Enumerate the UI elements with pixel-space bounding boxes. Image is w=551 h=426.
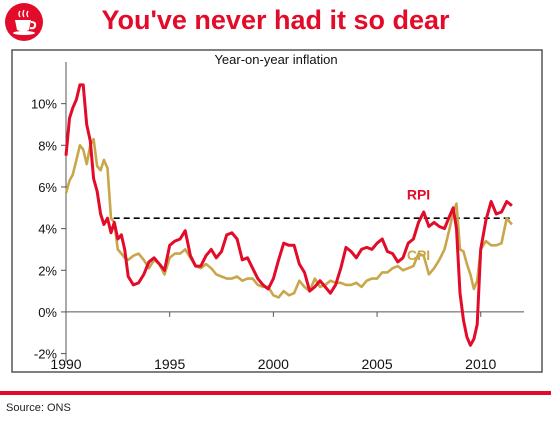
plot-frame [11,49,543,373]
inflation-chart: Year-on-year inflation -2% 0% 2% 4% 6% 8% 10% 1… [11,49,543,373]
x-tick-label: 2000 [258,356,289,372]
page-title: You've never had it so dear [101,5,450,35]
series-labels: RPI CPI [407,186,430,262]
source-note: Source: ONS [6,402,71,414]
series-label-rpi: RPI [407,186,430,202]
y-tick-label: 6% [38,180,57,195]
y-tick-label: 10% [31,97,57,112]
teacup-logo-icon [4,2,44,42]
y-tick-label: 4% [38,222,57,237]
y-tick-label: 8% [38,138,57,153]
axes: -2% 0% 2% 4% 6% 8% 10% 1990 1995 2000 2005 2010 [31,62,524,372]
series-label-cpi: CPI [407,247,430,263]
x-tick-label: 2010 [465,356,496,372]
series-line-rpi [64,83,513,347]
x-tick-label: 1995 [154,356,185,372]
series-group [64,83,513,347]
footer-rule [0,391,551,395]
chart-title: Year-on-year inflation [214,52,337,67]
series-line-cpi [64,137,513,299]
x-tick-label: 2005 [361,356,392,372]
y-tick-label: 0% [38,305,57,320]
y-tick-label: -2% [34,347,58,362]
y-tick-label: 2% [38,263,57,278]
x-tick-label: 1990 [50,356,81,372]
